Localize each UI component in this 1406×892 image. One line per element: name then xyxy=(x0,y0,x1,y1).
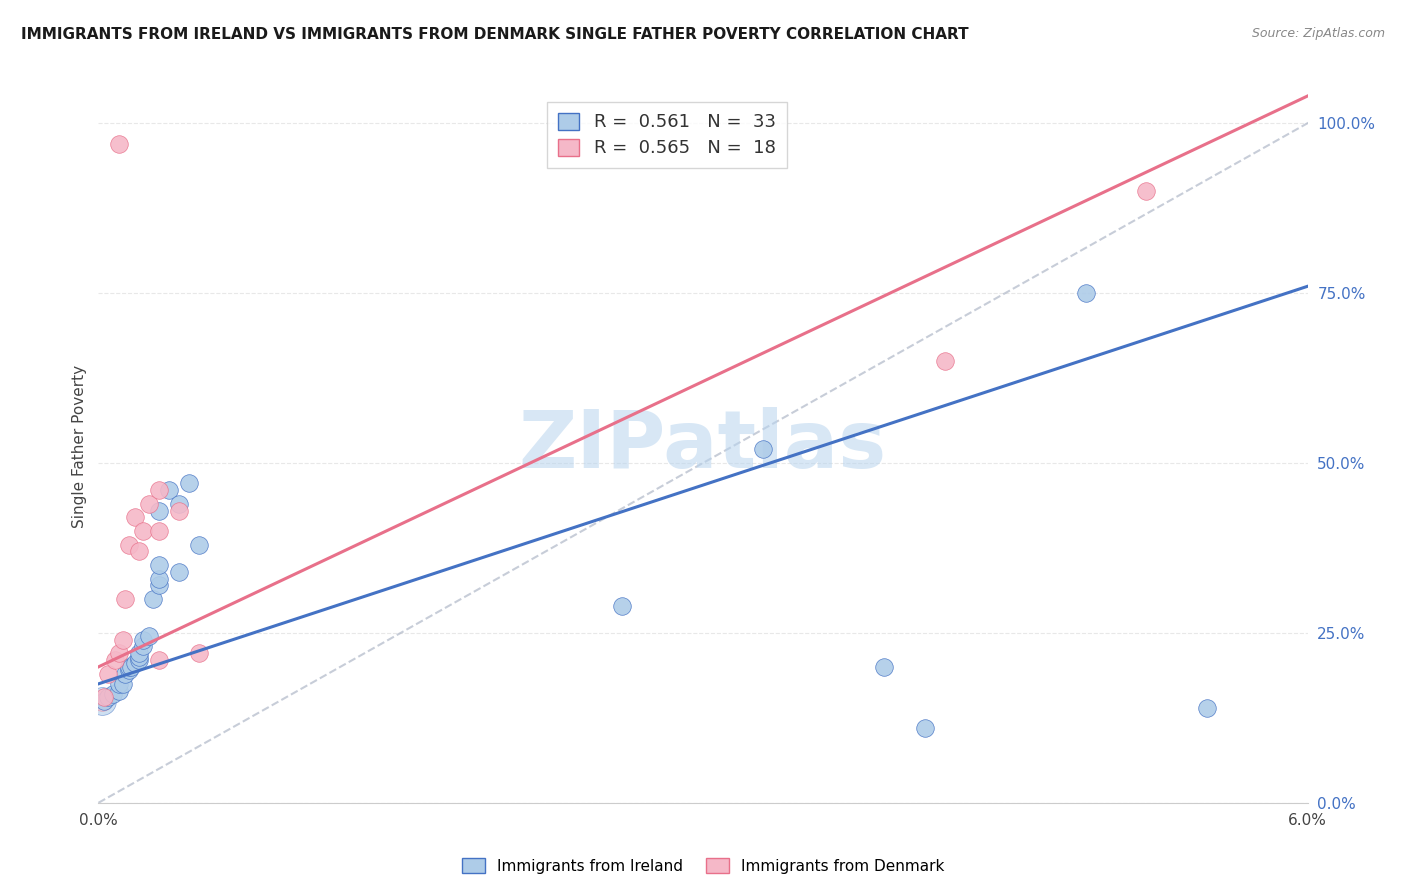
Point xyxy=(107,136,129,151)
Point xyxy=(124,510,146,524)
Point xyxy=(114,591,136,606)
Point xyxy=(167,497,190,511)
Text: IMMIGRANTS FROM IRELAND VS IMMIGRANTS FROM DENMARK SINGLE FATHER POVERTY CORRELA: IMMIGRANTS FROM IRELAND VS IMMIGRANTS FR… xyxy=(21,27,969,42)
Point xyxy=(120,660,142,674)
Point xyxy=(132,524,155,538)
Point xyxy=(148,503,170,517)
Point xyxy=(103,653,125,667)
Point xyxy=(188,646,211,660)
Text: Source: ZipAtlas.com: Source: ZipAtlas.com xyxy=(1251,27,1385,40)
Point xyxy=(91,694,114,708)
Point xyxy=(118,663,141,677)
Point xyxy=(132,632,155,647)
Point xyxy=(124,657,146,671)
Point xyxy=(1195,700,1218,714)
Point xyxy=(148,483,170,498)
Point xyxy=(752,442,775,457)
Point xyxy=(934,354,956,368)
Point xyxy=(93,690,115,705)
Point xyxy=(128,653,150,667)
Point xyxy=(111,632,134,647)
Y-axis label: Single Father Poverty: Single Father Poverty xyxy=(72,365,87,527)
Point xyxy=(107,646,129,660)
Point xyxy=(128,646,150,660)
Text: ZIPatlas: ZIPatlas xyxy=(519,407,887,485)
Point xyxy=(148,653,170,667)
Point xyxy=(97,666,120,681)
Point xyxy=(148,578,170,592)
Point xyxy=(118,660,141,674)
Point xyxy=(157,483,180,498)
Point xyxy=(142,591,165,606)
Point xyxy=(118,537,141,551)
Point xyxy=(128,544,150,558)
Point xyxy=(873,660,896,674)
Point xyxy=(148,524,170,538)
Point xyxy=(914,721,936,735)
Point xyxy=(167,503,190,517)
Point xyxy=(188,537,211,551)
Legend: R =  0.561   N =  33, R =  0.565   N =  18: R = 0.561 N = 33, R = 0.565 N = 18 xyxy=(547,102,786,169)
Point xyxy=(107,677,129,691)
Point xyxy=(177,476,201,491)
Point xyxy=(91,694,114,708)
Point xyxy=(111,677,134,691)
Point xyxy=(114,666,136,681)
Point xyxy=(148,558,170,572)
Point xyxy=(101,687,124,701)
Point xyxy=(612,599,634,613)
Legend: Immigrants from Ireland, Immigrants from Denmark: Immigrants from Ireland, Immigrants from… xyxy=(456,852,950,880)
Point xyxy=(93,694,115,708)
Point xyxy=(132,640,155,654)
Point xyxy=(107,683,129,698)
Point xyxy=(97,690,120,705)
Point xyxy=(128,649,150,664)
Point xyxy=(148,572,170,586)
Point xyxy=(1074,286,1097,301)
Point xyxy=(1135,184,1157,198)
Point xyxy=(138,629,160,643)
Point xyxy=(167,565,190,579)
Point xyxy=(138,497,160,511)
